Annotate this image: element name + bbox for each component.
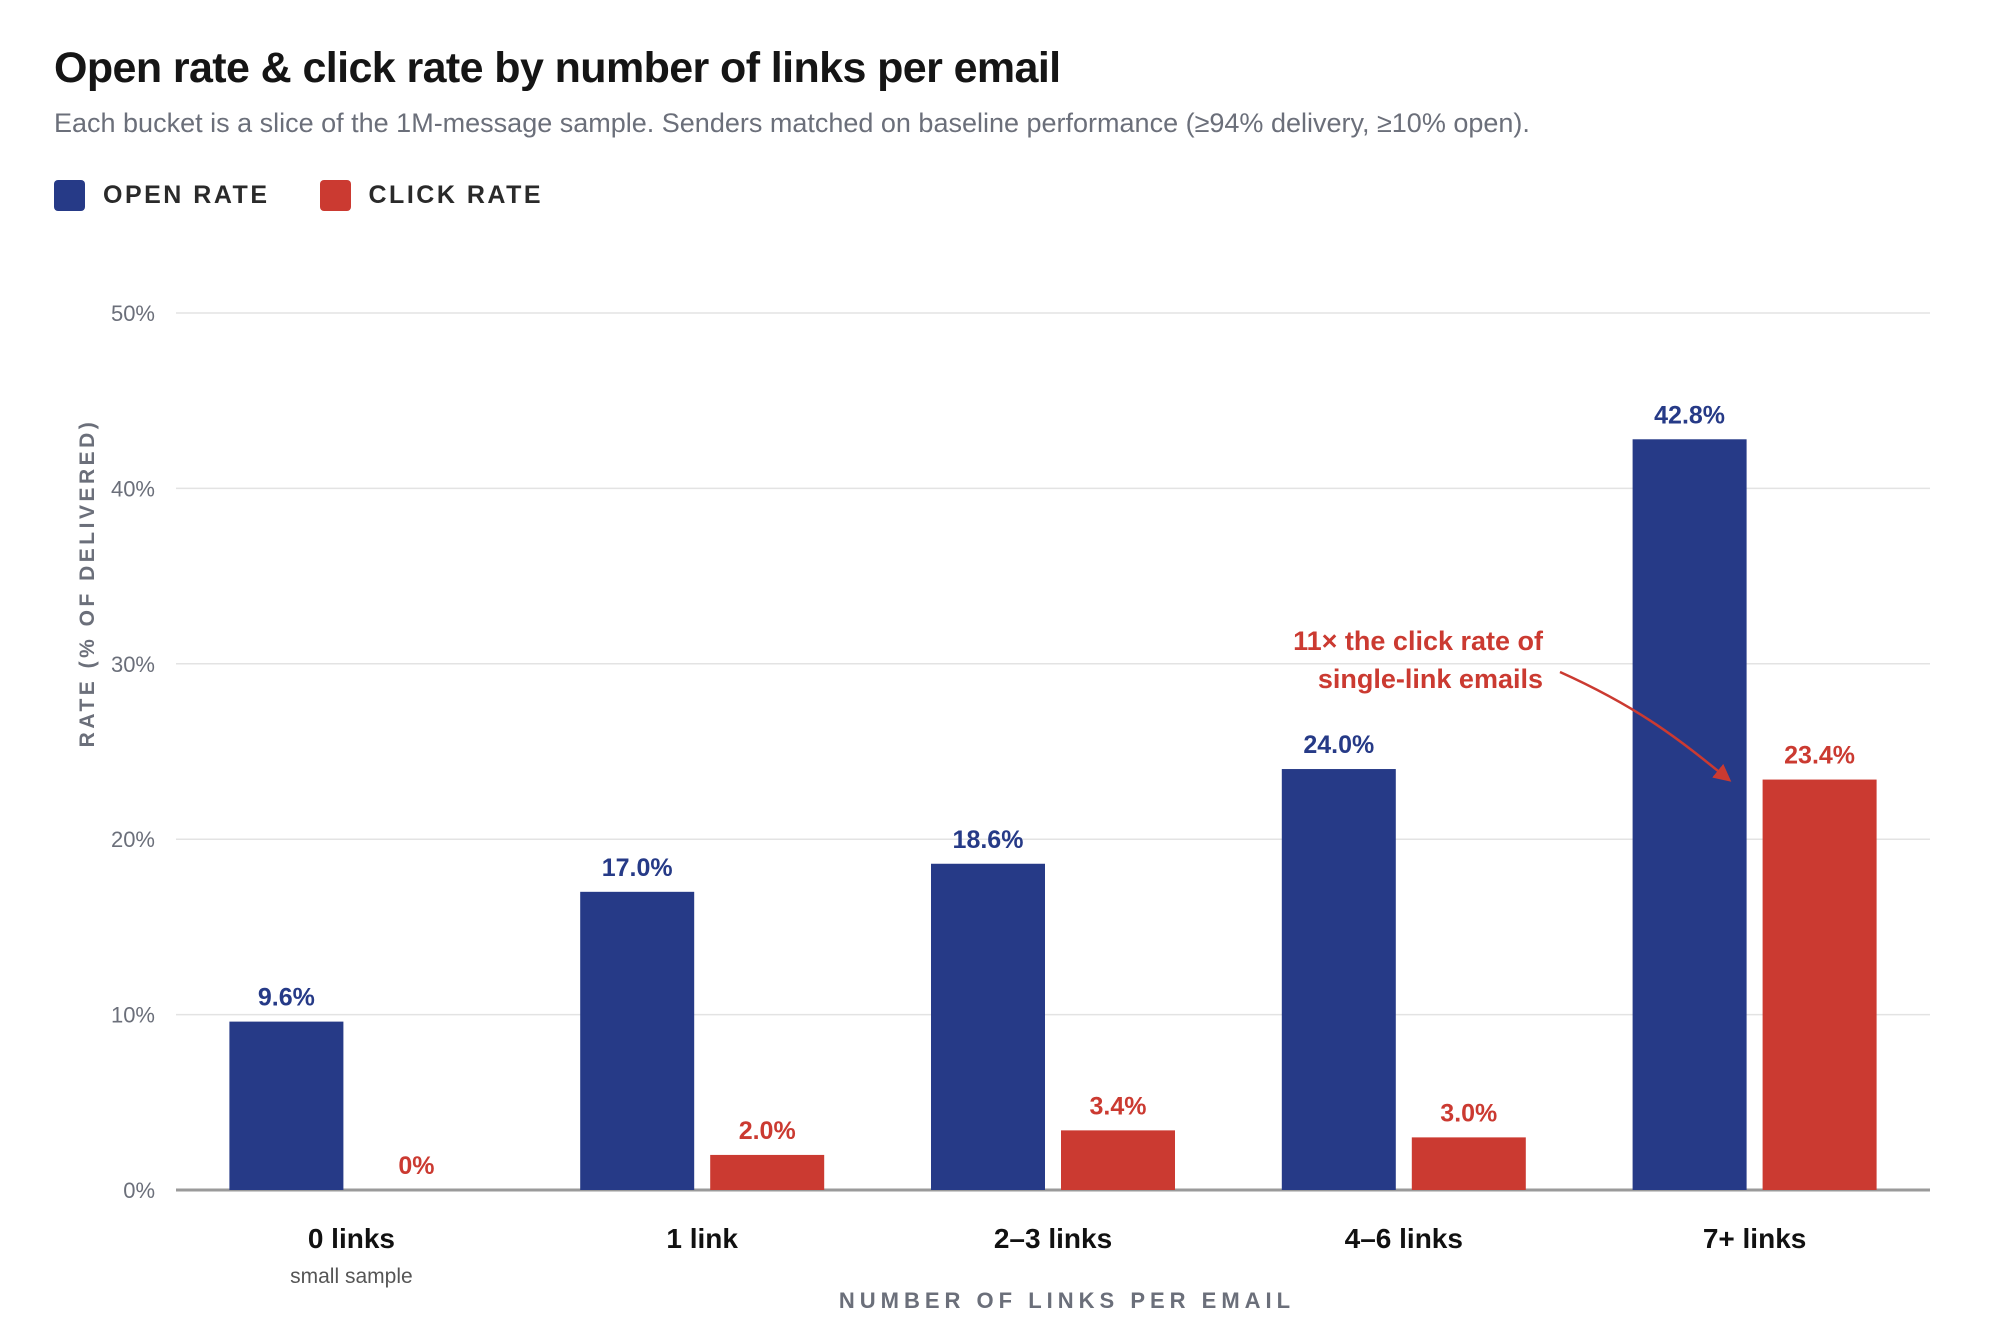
y-axis-label: RATE (% OF DELIVERED) <box>76 419 99 748</box>
data-label-click-rate: 3.0% <box>1440 1099 1497 1127</box>
annotation: 11× the click rate of single-link emails <box>1293 626 1732 782</box>
bar-click-rate <box>1061 1130 1175 1190</box>
data-label-open-rate: 18.6% <box>953 826 1024 854</box>
y-tick-label: 50% <box>111 301 155 326</box>
data-label-open-rate: 42.8% <box>1654 401 1725 429</box>
x-axis-label: NUMBER OF LINKS PER EMAIL <box>839 1288 1295 1313</box>
data-label-click-rate: 3.4% <box>1090 1092 1147 1120</box>
legend: OPEN RATE CLICK RATE <box>54 180 593 211</box>
annotation-arrow <box>1559 670 1732 782</box>
chart-subtitle: Each bucket is a slice of the 1M-message… <box>54 108 1530 138</box>
bar-open-rate <box>580 891 695 1190</box>
y-tick-label: 0% <box>123 1178 155 1203</box>
bar-click-rate <box>1411 1137 1526 1190</box>
label-layer: 0% 10% 20% 30% 40% 50% 9.6% 0% 0 links small samp… <box>111 301 1855 1288</box>
legend-item-click-rate: CLICK RATE <box>319 180 544 211</box>
bar-layer <box>229 439 1877 1191</box>
data-label-open-rate: 17.0% <box>602 854 673 882</box>
data-label-click-rate: 0% <box>398 1152 434 1180</box>
legend-swatch-open-rate <box>54 180 85 211</box>
data-label-click-rate: 2.0% <box>739 1117 796 1145</box>
legend-swatch-click-rate <box>319 180 351 211</box>
y-tick-label: 20% <box>111 827 155 852</box>
x-tick-label: 7+ links <box>1703 1223 1807 1254</box>
x-tick-label: 1 link <box>666 1223 738 1254</box>
y-tick-label: 30% <box>111 652 155 677</box>
y-tick-label: 40% <box>111 476 155 501</box>
y-tick-label: 10% <box>111 1003 155 1028</box>
bar-click-rate <box>1762 779 1877 1190</box>
legend-item-open-rate: OPEN RATE <box>54 180 270 211</box>
data-label-click-rate: 23.4% <box>1784 742 1855 770</box>
data-label-open-rate: 24.0% <box>1303 731 1374 759</box>
legend-label-open-rate: OPEN RATE <box>103 181 270 209</box>
bar-open-rate <box>1632 439 1747 1191</box>
x-tick-label: 0 links <box>308 1223 395 1254</box>
legend-label-click-rate: CLICK RATE <box>368 181 544 209</box>
x-tick-label: 2–3 links <box>994 1223 1112 1254</box>
x-tick-note: small sample <box>290 1265 413 1288</box>
bar-open-rate <box>1281 769 1396 1190</box>
chart-title: Open rate & click rate by number of link… <box>54 44 1061 92</box>
bar-click-rate <box>710 1154 825 1190</box>
annotation-line-2: single-link emails <box>1318 664 1543 694</box>
annotation-line-1: 11× the click rate of <box>1293 626 1544 656</box>
bar-open-rate <box>931 863 1045 1190</box>
x-tick-label: 4–6 links <box>1345 1223 1463 1254</box>
bar-open-rate <box>229 1021 344 1190</box>
data-label-open-rate: 9.6% <box>258 984 315 1012</box>
